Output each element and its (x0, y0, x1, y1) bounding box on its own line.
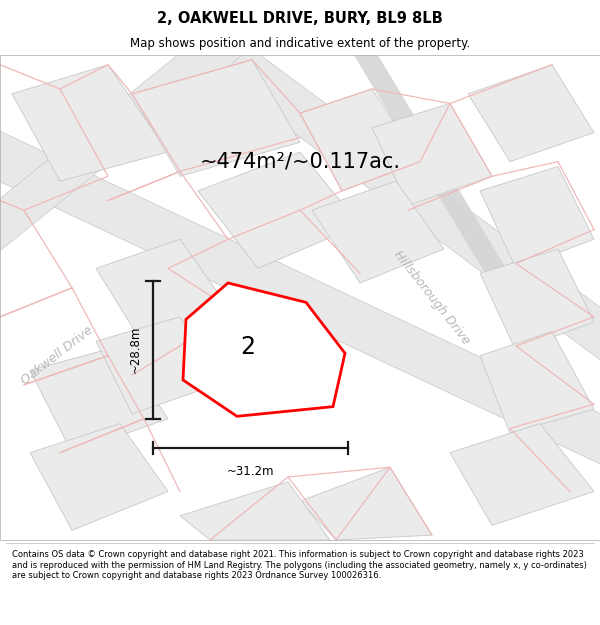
Polygon shape (0, 123, 600, 472)
Text: Oakwell Drive: Oakwell Drive (19, 324, 95, 388)
Text: Hillsborough Drive: Hillsborough Drive (391, 248, 473, 347)
Polygon shape (300, 468, 432, 540)
Text: Contains OS data © Crown copyright and database right 2021. This information is : Contains OS data © Crown copyright and d… (12, 550, 587, 580)
Polygon shape (132, 60, 300, 176)
Polygon shape (96, 239, 228, 336)
Polygon shape (30, 346, 168, 452)
Polygon shape (30, 424, 168, 530)
Polygon shape (300, 89, 420, 191)
Polygon shape (480, 331, 594, 433)
Polygon shape (12, 65, 168, 181)
Polygon shape (312, 181, 444, 283)
Polygon shape (350, 41, 580, 398)
Polygon shape (198, 152, 360, 268)
Polygon shape (183, 283, 345, 416)
Text: 2: 2 (240, 335, 255, 359)
Polygon shape (180, 482, 330, 540)
Polygon shape (468, 65, 594, 162)
Polygon shape (176, 16, 600, 370)
Polygon shape (372, 104, 492, 206)
Polygon shape (480, 249, 594, 351)
Polygon shape (450, 424, 594, 526)
Polygon shape (96, 317, 216, 414)
Polygon shape (0, 18, 256, 262)
Polygon shape (480, 166, 594, 268)
Text: ~28.8m: ~28.8m (128, 326, 142, 373)
Text: 2, OAKWELL DRIVE, BURY, BL9 8LB: 2, OAKWELL DRIVE, BURY, BL9 8LB (157, 11, 443, 26)
Text: Map shows position and indicative extent of the property.: Map shows position and indicative extent… (130, 38, 470, 51)
Text: ~474m²/~0.117ac.: ~474m²/~0.117ac. (199, 152, 401, 172)
Text: ~31.2m: ~31.2m (227, 465, 274, 478)
